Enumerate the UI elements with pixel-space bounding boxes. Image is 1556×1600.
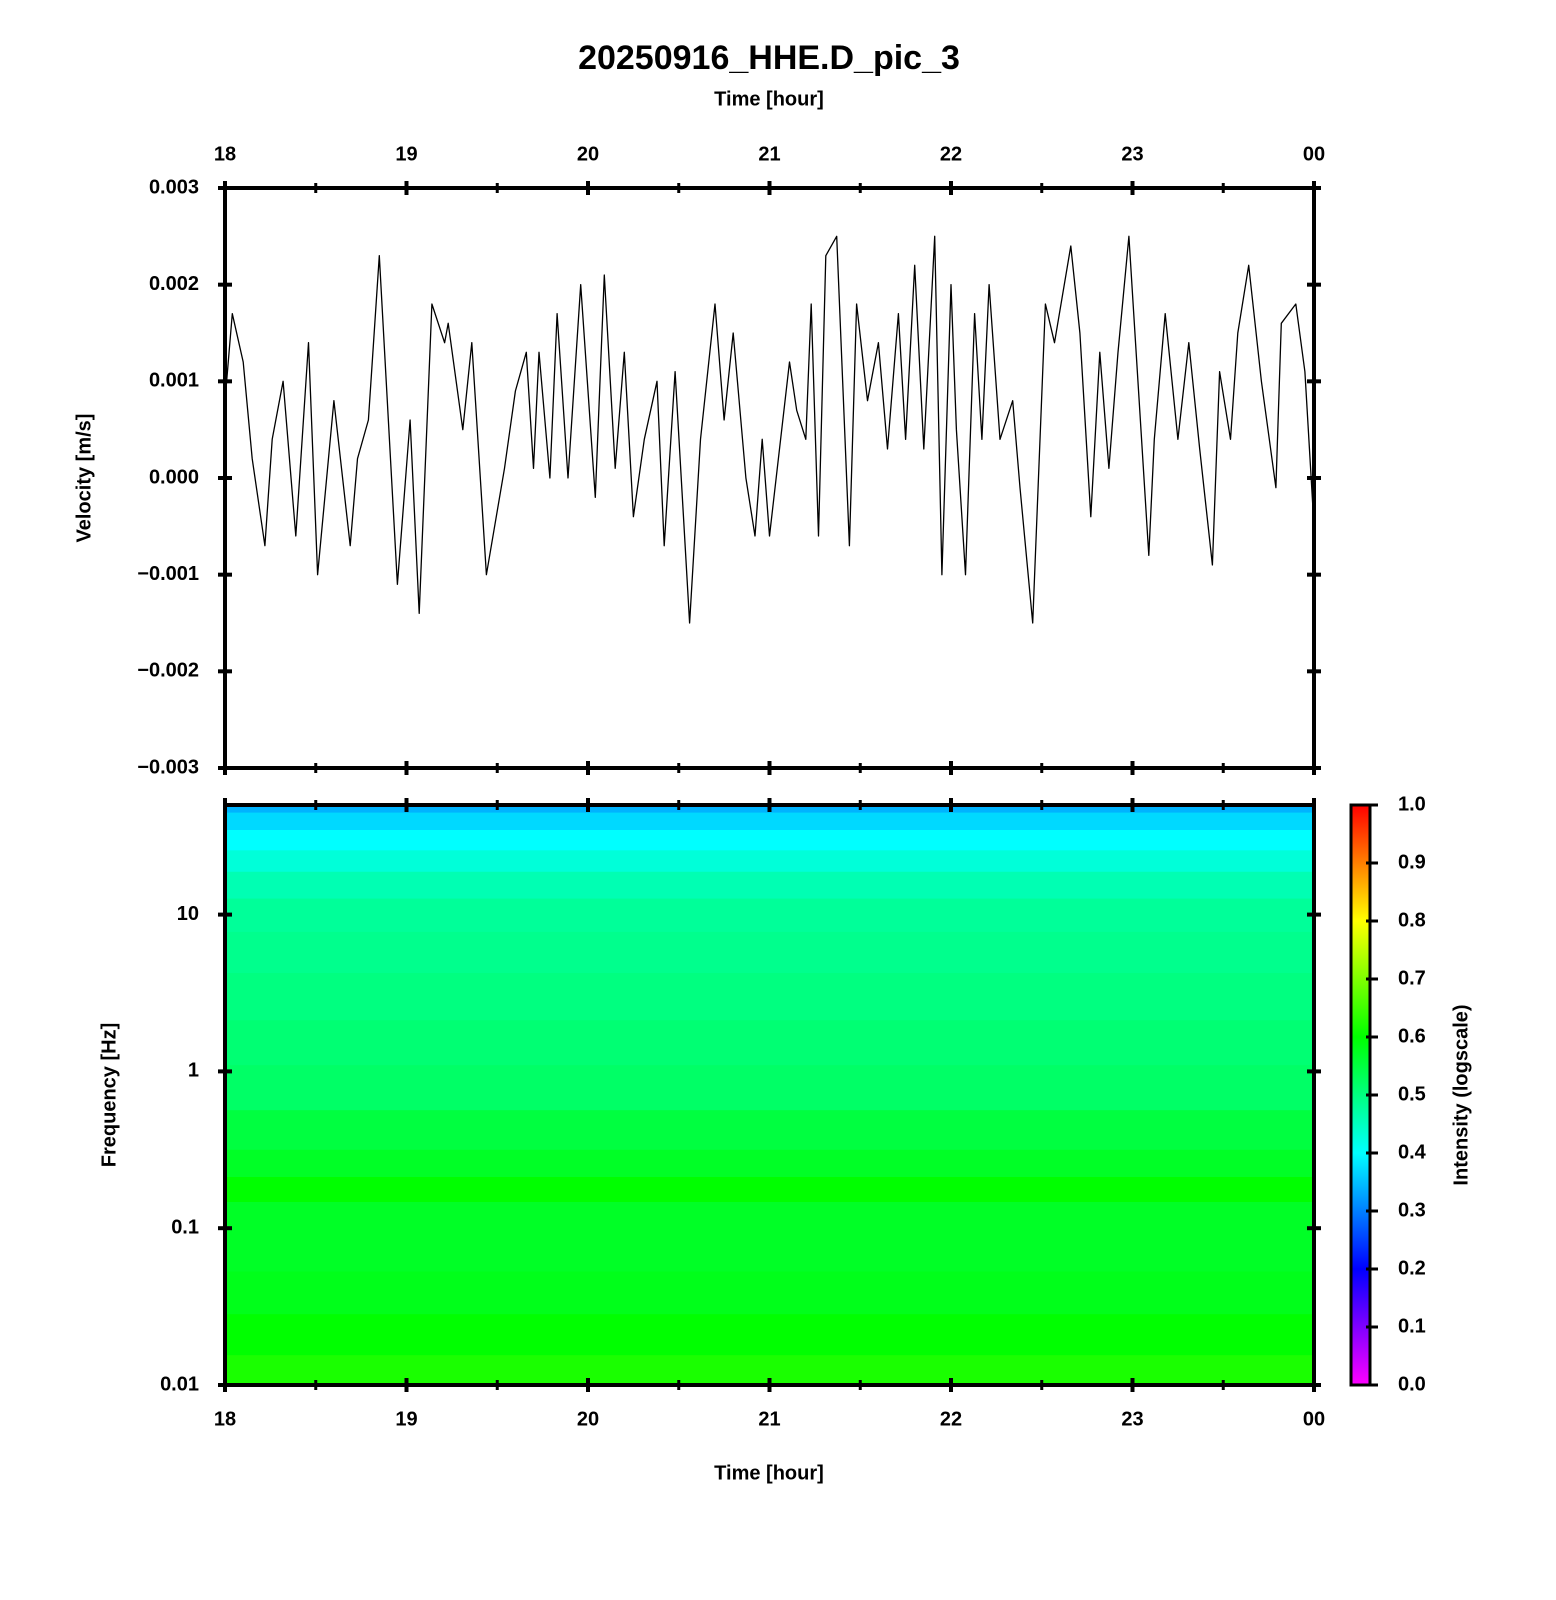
y-tick-label: 0.001 (149, 370, 199, 392)
spectrogram-band (225, 1176, 1314, 1203)
y-tick-label: 0.000 (149, 466, 199, 488)
spectrogram-band (225, 1020, 1314, 1066)
plot-frame (223, 186, 1316, 770)
x-tick-label: 19 (395, 1408, 417, 1430)
x-tick-label: 20 (577, 1408, 599, 1430)
x-tick-label: 22 (940, 143, 962, 165)
x-tick-label: 23 (1121, 143, 1143, 165)
plot-frame (223, 803, 1316, 1387)
colorbar-tick-label: 1.0 (1398, 793, 1426, 815)
x-tick-label: 18 (214, 1408, 236, 1430)
y-tick-label: 0.002 (149, 273, 199, 295)
y-tick-label: −0.001 (137, 563, 199, 585)
colorbar-tick-label: 0.1 (1398, 1315, 1426, 1337)
colorbar-title: Intensity (logscale) (1450, 1004, 1472, 1185)
spectrogram-band (225, 972, 1314, 1021)
spectrogram-band (225, 1271, 1314, 1315)
colorbar-tick-label: 0.2 (1398, 1257, 1426, 1279)
spectrogram-band (225, 1065, 1314, 1111)
y-axis-title: Frequency [Hz] (98, 1023, 120, 1167)
colorbar-tick-label: 0.3 (1398, 1199, 1426, 1221)
y-axis-title: Velocity [m/s] (73, 414, 95, 543)
y-tick-label: −0.003 (137, 756, 199, 778)
colorbar-tick-label: 0.0 (1398, 1373, 1426, 1395)
spectrogram-band (225, 871, 1314, 900)
x-tick-label: 23 (1121, 1408, 1143, 1430)
colorbar-tick-label: 0.5 (1398, 1083, 1426, 1105)
x-tick-label: 22 (940, 1408, 962, 1430)
colorbar-tick-label: 0.6 (1398, 1025, 1426, 1047)
y-tick-label: 1 (188, 1060, 199, 1082)
spectrogram-band (225, 1201, 1314, 1235)
x-axis-title: Time [hour] (714, 1462, 824, 1484)
spectrogram-band (225, 1149, 1314, 1178)
spectrogram-band (225, 850, 1314, 873)
x-tick-label: 20 (577, 143, 599, 165)
y-tick-label: 0.003 (149, 176, 199, 198)
waveform (224, 235, 1315, 624)
x-tick-label: 00 (1303, 143, 1325, 165)
x-tick-label: 21 (758, 143, 780, 165)
spectrogram-band (225, 898, 1314, 933)
colorbar-tick-label: 0.9 (1398, 851, 1426, 873)
spectrogram-band (225, 1110, 1314, 1151)
colorbar-tick-label: 0.7 (1398, 967, 1426, 989)
y-tick-label: 0.01 (160, 1373, 199, 1395)
y-tick-label: −0.002 (137, 660, 199, 682)
spectrogram-band (225, 812, 1314, 831)
spectrogram-band (225, 829, 1314, 851)
x-tick-label: 00 (1303, 1408, 1325, 1430)
spectrogram-band (225, 931, 1314, 974)
x-tick-label: 19 (395, 143, 417, 165)
x-tick-label: 21 (758, 1408, 780, 1430)
y-tick-label: 0.1 (171, 1216, 199, 1238)
spectrogram-band (225, 1314, 1314, 1356)
spectrogram-band (225, 1234, 1314, 1273)
chart-title: 20250916_HHE.D_pic_3 (578, 39, 960, 77)
colorbar-tick-label: 0.4 (1398, 1141, 1427, 1163)
y-tick-label: 10 (177, 903, 199, 925)
colorbar-tick-label: 0.8 (1398, 909, 1426, 931)
x-tick-label: 18 (214, 143, 236, 165)
x-axis-title: Time [hour] (714, 88, 824, 110)
